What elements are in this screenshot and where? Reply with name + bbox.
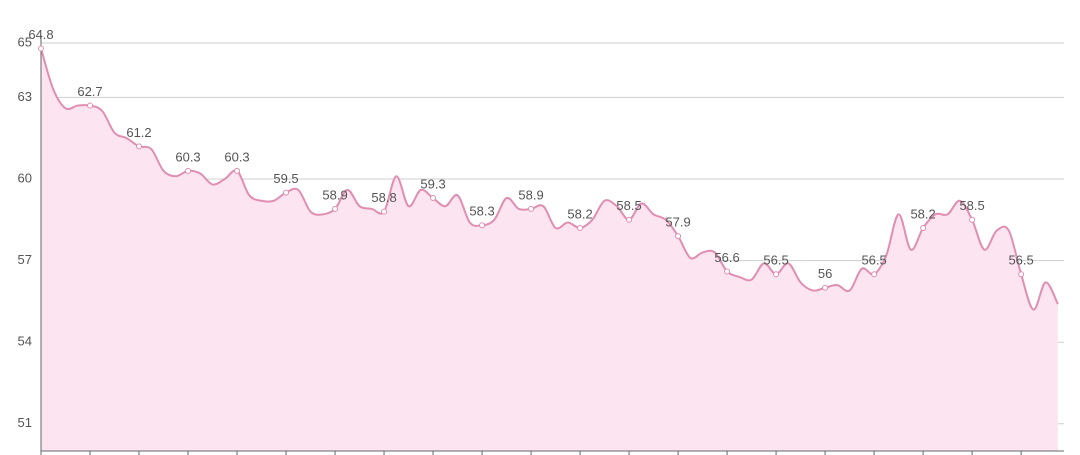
point — [675, 233, 682, 240]
y-tick-label: 51 — [18, 415, 32, 430]
data-label: 56.5 — [1008, 253, 1033, 268]
data-label: 59.3 — [420, 176, 445, 191]
data-label: 58.3 — [469, 204, 494, 219]
point — [479, 222, 486, 229]
data-label: 56 — [818, 266, 832, 281]
y-tick-label: 63 — [18, 89, 32, 104]
y-tick-label: 60 — [18, 170, 32, 185]
data-label: 58.9 — [518, 187, 543, 202]
point — [38, 45, 44, 52]
line — [40, 48, 1059, 311]
data-label: 61.2 — [126, 125, 151, 140]
data-label: 59.5 — [273, 171, 298, 186]
y-tick-label: 65 — [18, 34, 32, 49]
point — [381, 208, 388, 215]
point — [234, 167, 241, 174]
area — [41, 48, 1058, 451]
data-label: 58.9 — [322, 187, 347, 202]
point — [920, 224, 927, 231]
y-tick-label: 57 — [18, 252, 32, 267]
point — [87, 102, 94, 109]
point — [724, 268, 731, 275]
data-label: 64.8 — [28, 27, 53, 42]
data-label: 60.3 — [224, 149, 249, 164]
point — [283, 189, 290, 196]
point — [577, 224, 584, 231]
point — [822, 284, 829, 291]
point — [136, 143, 143, 150]
point — [430, 195, 437, 202]
data-label: 56.5 — [763, 253, 788, 268]
y-tick-label: 54 — [18, 334, 32, 349]
data-label: 58.8 — [371, 190, 396, 205]
data-label: 58.5 — [959, 198, 984, 213]
data-label: 58.2 — [567, 206, 592, 221]
point — [185, 167, 192, 174]
point — [773, 271, 780, 278]
point — [871, 271, 878, 278]
data-label: 62.7 — [77, 84, 102, 99]
data-label: 60.3 — [175, 149, 200, 164]
data-label: 58.2 — [910, 206, 935, 221]
data-label: 56.5 — [861, 253, 886, 268]
data-label: 58.5 — [616, 198, 641, 213]
data-label: 56.6 — [714, 250, 739, 265]
point — [969, 216, 976, 223]
point — [1018, 271, 1025, 278]
point — [332, 205, 339, 212]
point — [528, 205, 535, 212]
data-label: 57.9 — [665, 215, 690, 230]
point — [626, 216, 633, 223]
